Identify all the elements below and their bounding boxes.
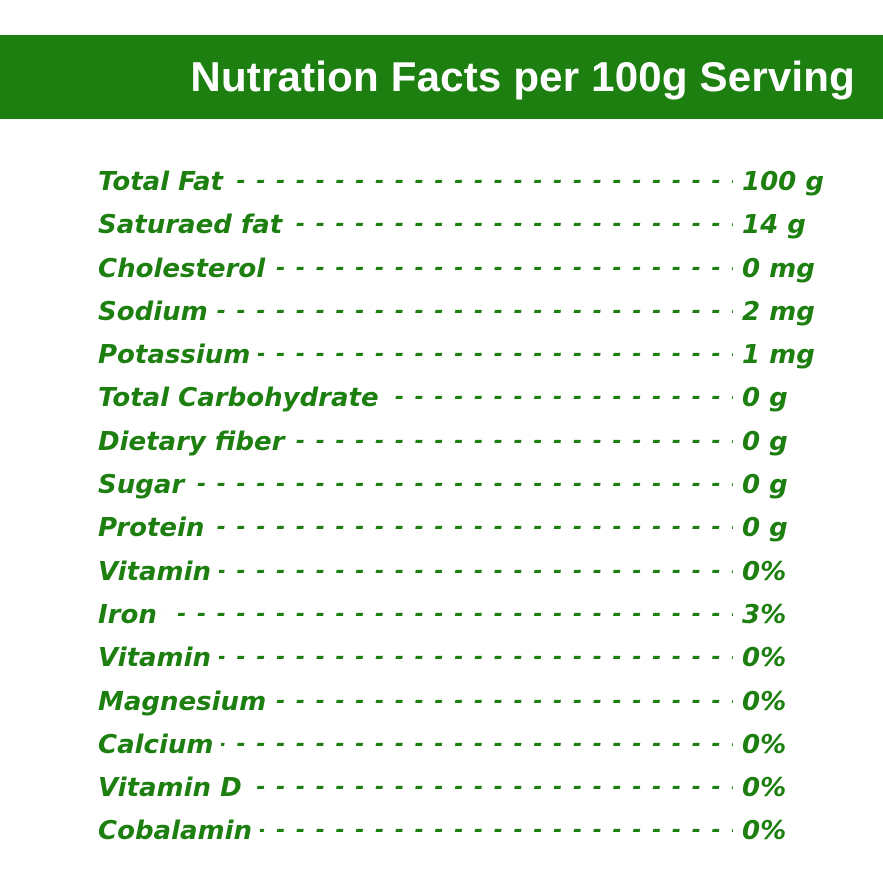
nutrient-name: Calcium: [98, 728, 222, 761]
nutrient-amount: 0%: [736, 815, 787, 848]
nutrient-amount: 3%: [736, 598, 787, 631]
nutrient-amount: 2 mg: [736, 295, 815, 328]
nutrient-name: Potassium: [98, 339, 259, 372]
nutrient-row: - - - - - - - - - - - - - - - - - - - - …: [98, 723, 843, 766]
nutrient-row: - - - - - - - - - - - - - - - - - - - - …: [98, 420, 843, 463]
nutrient-amount: 0 g: [736, 425, 788, 458]
nutrient-amount: 0 g: [736, 469, 788, 502]
nutrient-amount: 0%: [736, 642, 787, 675]
nutrient-row: - - - - - - - - - - - - - - - - - - - - …: [98, 680, 843, 723]
nutrient-amount: 0 g: [736, 512, 788, 545]
nutrient-row: - - - - - - - - - - - - - - - - - - - - …: [98, 766, 843, 809]
nutrient-amount: 14 g: [736, 209, 806, 242]
page-title: Nutration Facts per 100g Serving: [190, 53, 855, 100]
nutrient-row: - - - - - - - - - - - - - - - - - - - - …: [98, 550, 843, 593]
dotted-leader: - - - - - - - - - - - - - - - - - - - - …: [98, 601, 733, 627]
nutrition-facts-list: - - - - - - - - - - - - - - - - - - - - …: [98, 160, 843, 853]
nutrient-amount: 0 mg: [736, 252, 815, 285]
nutrient-amount: 0%: [736, 728, 787, 761]
nutrient-name: Total Fat: [98, 166, 231, 198]
nutrient-name: Iron: [98, 598, 165, 631]
nutrient-name: Vitamin: [98, 555, 220, 588]
nutrient-row: - - - - - - - - - - - - - - - - - - - - …: [98, 636, 843, 679]
nutrient-name: Vitamin D: [98, 772, 250, 805]
nutrient-row: - - - - - - - - - - - - - - - - - - - - …: [98, 203, 843, 246]
nutrient-amount: 100 g: [736, 166, 824, 198]
nutrient-row: - - - - - - - - - - - - - - - - - - - - …: [98, 506, 843, 549]
nutrient-amount: 0%: [736, 772, 787, 805]
nutrient-name: Protein: [98, 512, 213, 545]
nutrient-name: Cholesterol: [98, 252, 274, 285]
nutrient-name: Total Carbohydrate: [98, 382, 387, 415]
nutrient-name: Magnesium: [98, 685, 275, 718]
nutrient-name: Dietary fiber: [98, 425, 293, 458]
nutrient-amount: 0 g: [736, 382, 788, 415]
nutrient-row: - - - - - - - - - - - - - - - - - - - - …: [98, 593, 843, 636]
nutrient-row: - - - - - - - - - - - - - - - - - - - - …: [98, 290, 843, 333]
nutrient-name: Vitamin: [98, 642, 220, 675]
nutrient-name: Sugar: [98, 469, 193, 502]
nutrient-row: - - - - - - - - - - - - - - - - - - - - …: [98, 463, 843, 506]
nutrient-amount: 0%: [736, 555, 787, 588]
nutrient-row: - - - - - - - - - - - - - - - - - - - - …: [98, 809, 843, 852]
dotted-leader: - - - - - - - - - - - - - - - - - - - - …: [98, 472, 733, 498]
nutrient-amount: 0%: [736, 685, 787, 718]
nutrient-row: - - - - - - - - - - - - - - - - - - - - …: [98, 247, 843, 290]
nutrient-name: Cobalamin: [98, 815, 261, 848]
nutrient-row: - - - - - - - - - - - - - - - - - - - - …: [98, 160, 843, 203]
header-banner: Nutration Facts per 100g Serving: [0, 35, 883, 119]
nutrient-name: Saturaed fat: [98, 209, 291, 242]
nutrient-row: - - - - - - - - - - - - - - - - - - - - …: [98, 333, 843, 376]
nutrient-amount: 1 mg: [736, 339, 815, 372]
nutrient-name: Sodium: [98, 295, 216, 328]
nutrient-row: - - - - - - - - - - - - - - - - - - - - …: [98, 376, 843, 419]
